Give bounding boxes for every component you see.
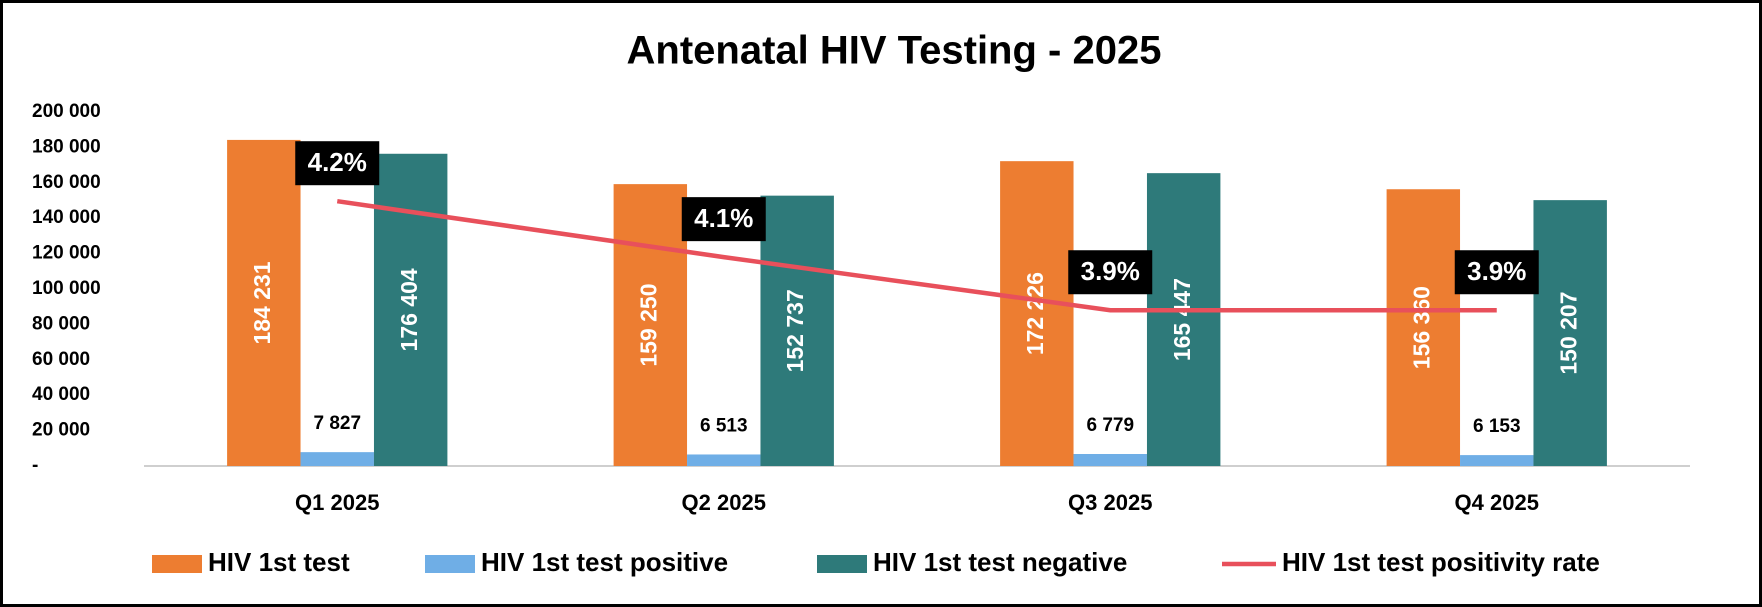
bar-value-label: 176 404 xyxy=(396,268,422,351)
x-tick-label: Q2 2025 xyxy=(682,490,766,515)
legend-label: HIV 1st test positive xyxy=(481,547,728,577)
bar xyxy=(687,454,761,466)
bar xyxy=(1000,161,1074,466)
y-tick-label: 140 000 xyxy=(32,207,101,228)
y-tick-label: 160 000 xyxy=(32,172,101,193)
legend-swatch xyxy=(425,555,475,573)
bar-value-label: 184 231 xyxy=(249,261,275,344)
y-tick-label: 180 000 xyxy=(32,136,101,157)
line-label-box xyxy=(1068,250,1153,295)
line-label-box xyxy=(1454,250,1539,295)
bar xyxy=(760,195,834,466)
bar xyxy=(227,139,301,466)
legend-swatch xyxy=(817,555,867,573)
bar-value-label: 165 447 xyxy=(1169,278,1195,361)
line-value-label: 4.1% xyxy=(694,203,753,233)
legend-swatch xyxy=(152,555,202,573)
legend-label: HIV 1st test xyxy=(208,547,350,577)
y-tick-label: 80 000 xyxy=(32,313,90,334)
bar xyxy=(613,184,688,466)
y-tick-label: 20 000 xyxy=(32,420,90,441)
y-tick-label: 100 000 xyxy=(32,278,101,299)
bar xyxy=(1533,200,1607,466)
y-tick-label: - xyxy=(32,455,38,476)
legend-label: HIV 1st test negative xyxy=(873,547,1127,577)
bar-value-label: 172 226 xyxy=(1022,272,1048,355)
bar-value-label: 156 360 xyxy=(1408,286,1434,369)
bar-value-label: 6 513 xyxy=(700,415,748,436)
bar xyxy=(1146,173,1221,466)
bar xyxy=(300,452,374,466)
bar-value-label: 150 207 xyxy=(1555,291,1581,374)
bar-value-label: 152 737 xyxy=(782,289,808,372)
bar-value-label: 7 827 xyxy=(313,413,361,434)
line-label-box xyxy=(681,197,766,242)
y-tick-label: 200 000 xyxy=(32,101,101,122)
bar xyxy=(1460,455,1534,466)
line-label-box xyxy=(295,141,380,186)
bar-value-label: 159 250 xyxy=(635,283,661,366)
x-tick-label: Q4 2025 xyxy=(1455,490,1539,515)
bar-value-label: 6 779 xyxy=(1086,415,1134,436)
bar xyxy=(1073,454,1147,466)
y-tick-label: 60 000 xyxy=(32,349,90,370)
bar xyxy=(373,153,448,466)
x-tick-label: Q1 2025 xyxy=(295,490,379,515)
x-tick-label: Q3 2025 xyxy=(1068,490,1152,515)
y-tick-label: 40 000 xyxy=(32,384,90,405)
bar xyxy=(1386,189,1461,466)
line-value-label: 4.2% xyxy=(308,147,367,177)
line-value-label: 3.9% xyxy=(1081,256,1140,286)
line-value-label: 3.9% xyxy=(1467,256,1526,286)
legend-label: HIV 1st test positivity rate xyxy=(1282,547,1600,577)
line-series xyxy=(336,198,1497,313)
chart-title: Antenatal HIV Testing - 2025 xyxy=(627,29,1162,73)
y-tick-label: 120 000 xyxy=(32,243,101,264)
bar-value-label: 6 153 xyxy=(1473,416,1521,437)
